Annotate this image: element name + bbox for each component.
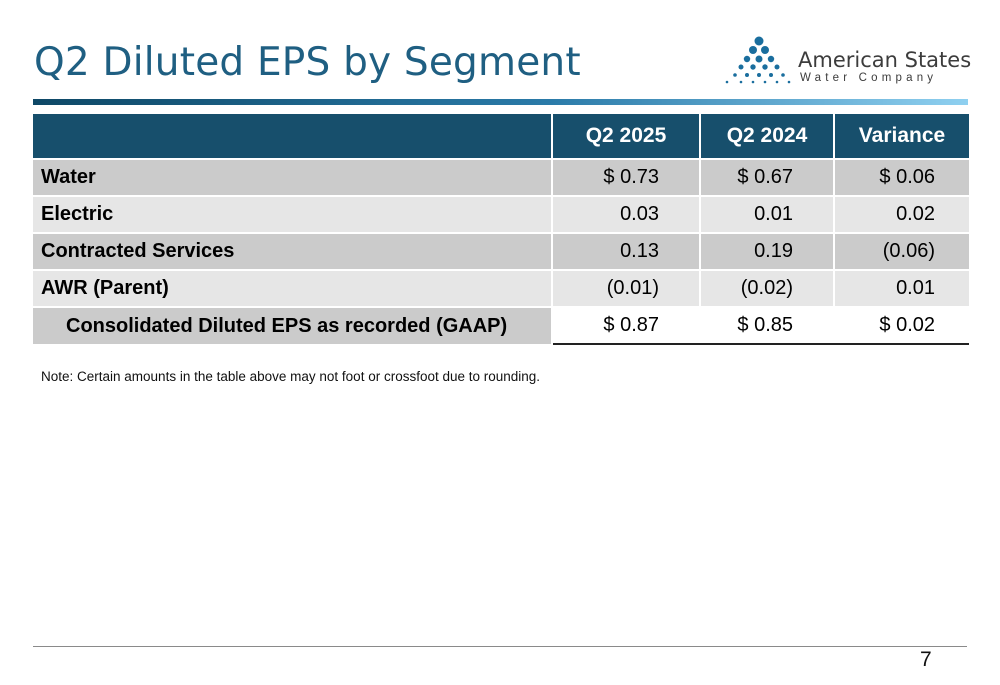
cell-variance: (0.06) [834,232,969,270]
row-label: AWR (Parent) [33,269,553,307]
row-label: Electric [33,195,553,233]
cell-q2-2024: $ 0.67 [700,158,835,196]
logo-company-name: American States [798,48,972,72]
header-segment [33,114,553,159]
row-label: Consolidated Diluted EPS as recorded (GA… [33,306,553,344]
row-label: Water [33,158,553,196]
company-logo: American States Water Company [722,34,972,90]
cell-q2-2025: (0.01) [552,269,701,307]
cell-q2-2024: 0.19 [700,232,835,270]
table-row: Water $ 0.73 $ 0.67 $ 0.06 [33,158,969,196]
header-variance: Variance [834,114,969,159]
cell-q2-2025: 0.03 [552,195,701,233]
footer-divider [33,646,967,647]
cell-q2-2025: $ 0.87 [552,306,701,345]
header-q2-2025: Q2 2025 [552,114,701,159]
cell-q2-2024: (0.02) [700,269,835,307]
cell-variance: $ 0.06 [834,158,969,196]
logo-company-subtitle: Water Company [800,72,938,84]
water-drops-icon [725,36,791,84]
table-total-row: Consolidated Diluted EPS as recorded (GA… [33,306,969,345]
table-row: Contracted Services 0.13 0.19 (0.06) [33,232,969,270]
table-row: AWR (Parent) (0.01) (0.02) 0.01 [33,269,969,307]
cell-variance: 0.01 [834,269,969,307]
table-header-row: Q2 2025 Q2 2024 Variance [33,114,969,159]
cell-variance: $ 0.02 [834,306,969,345]
cell-variance: 0.02 [834,195,969,233]
page-number: 7 [920,648,932,671]
cell-q2-2024: $ 0.85 [700,306,835,345]
title-divider [33,99,968,105]
cell-q2-2024: 0.01 [700,195,835,233]
page-title: Q2 Diluted EPS by Segment [34,40,581,85]
table-row: Electric 0.03 0.01 0.02 [33,195,969,233]
footnote: Note: Certain amounts in the table above… [41,369,541,384]
cell-q2-2025: $ 0.73 [552,158,701,196]
cell-q2-2025: 0.13 [552,232,701,270]
header-q2-2024: Q2 2024 [700,114,835,159]
eps-table: Q2 2025 Q2 2024 Variance Water $ 0.73 $ … [33,114,969,345]
row-label: Contracted Services [33,232,553,270]
